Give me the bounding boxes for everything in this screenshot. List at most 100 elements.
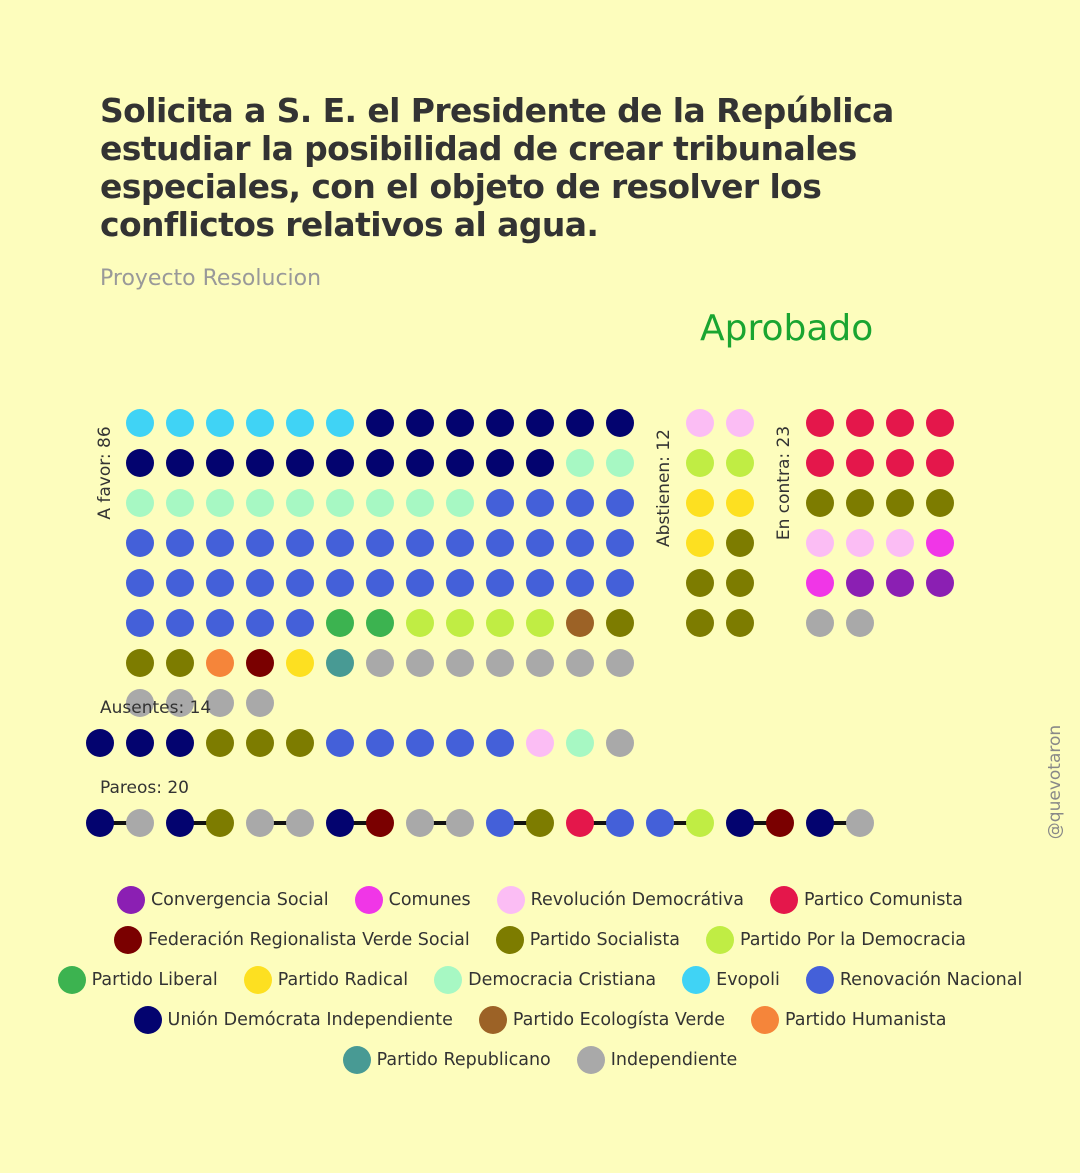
legend-row: Convergencia Social Comunes Revolución Dem…	[116, 886, 963, 914]
pair-connector	[420, 821, 460, 825]
favor-seat-dot	[366, 489, 394, 517]
pareo-seat-dot	[806, 809, 834, 837]
legend: Convergencia Social Comunes Revolución Dem…	[20, 886, 1060, 1074]
favor-seat-dot	[206, 569, 234, 597]
ausentes-seat-dot	[486, 729, 514, 757]
ausentes-seat-dot	[406, 729, 434, 757]
contra-seat-dot	[846, 409, 874, 437]
chart-subtitle: Proyecto Resolucion	[100, 266, 322, 291]
favor-seat-dot	[126, 569, 154, 597]
pareo-seat-dot	[646, 809, 674, 837]
pareo-seat-dot	[166, 809, 194, 837]
favor-seat-dot	[446, 569, 474, 597]
favor-seat-dot	[486, 609, 514, 637]
favor-seat-dot	[566, 489, 594, 517]
contra-seat-dot	[806, 489, 834, 517]
pareo-seat-dot	[406, 809, 434, 837]
favor-seat-dot	[406, 609, 434, 637]
favor-seat-dot	[246, 529, 274, 557]
legend-swatch	[116, 886, 145, 914]
abstienen-seat-dot	[686, 409, 714, 437]
chart-title: Solicita a S. E. el Presidente de la Rep…	[100, 91, 894, 244]
legend-swatch	[751, 1006, 779, 1034]
contra-label: En contra: 23	[774, 425, 794, 541]
contra-seat-dot	[926, 569, 954, 597]
favor-seat-dot	[166, 689, 194, 717]
legend-row: Partido Liberal Partido Radical Democracia…	[57, 966, 1022, 994]
legend-row: Unión Demócrata Independiente Partido Eco…	[133, 1006, 946, 1034]
legend-label: Partido Socialista	[529, 930, 680, 950]
favor-seat-dot	[246, 449, 274, 477]
legend-swatch	[342, 1046, 371, 1074]
favor-seat-dot	[246, 609, 274, 637]
favor-seat-dot	[166, 569, 194, 597]
favor-seat-dot	[446, 649, 474, 677]
favor-seat-dot	[206, 529, 234, 557]
favor-seat-dot	[406, 569, 434, 597]
contra-seat-dot	[806, 569, 834, 597]
legend-swatch	[805, 966, 834, 994]
legend-label: Democracia Cristiana	[468, 970, 657, 990]
legend-label: Partido Humanista	[785, 1010, 947, 1030]
favor-seat-dot	[326, 529, 354, 557]
ausentes-seat-dot	[126, 729, 154, 757]
favor-seat-dot	[366, 449, 394, 477]
pareo-seat-dot	[366, 809, 394, 837]
favor-seat-dot	[246, 689, 274, 717]
favor-seat-dot	[206, 689, 234, 717]
legend-item: Partido Republicano	[342, 1046, 551, 1074]
pair-connector	[820, 821, 860, 825]
pair-connector	[660, 821, 700, 825]
pareo-seat-dot	[526, 809, 554, 837]
legend-label: Independiente	[610, 1050, 738, 1070]
abstienen-seat-dot	[686, 529, 714, 557]
abstienen-seat-dot	[686, 609, 714, 637]
contra-seat-dot	[926, 409, 954, 437]
favor-seat-dot	[566, 529, 594, 557]
contra-seat-dot	[886, 569, 914, 597]
legend-swatch	[434, 966, 463, 994]
favor-seat-dot	[126, 529, 154, 557]
favor-seat-dot	[566, 609, 594, 637]
favor-seat-dot	[166, 529, 194, 557]
abstienen-label: Abstienen: 12	[654, 429, 674, 547]
legend-item: Renovación Nacional	[805, 966, 1022, 994]
favor-seat-dot	[446, 609, 474, 637]
favor-seat-dot	[326, 409, 354, 437]
legend-item: Democracia Cristiana	[434, 966, 656, 994]
abstienen-seat-dot	[726, 569, 754, 597]
legend-item: Federación Regionalista Verde Social	[113, 926, 470, 954]
ausentes-seat-dot	[326, 729, 354, 757]
ausentes-label: Ausentes: 14	[100, 698, 212, 718]
favor-label: A favor: 86	[95, 426, 115, 520]
favor-seat-dot	[606, 449, 634, 477]
contra-seat-dot	[806, 409, 834, 437]
legend-label: Revolución Democrátiva	[530, 890, 744, 910]
favor-seat-dot	[606, 489, 634, 517]
pair-connector	[500, 821, 540, 825]
favor-seat-dot	[286, 569, 314, 597]
favor-seat-dot	[446, 449, 474, 477]
legend-label: Partido Por la Democracia	[739, 930, 967, 950]
favor-seat-dot	[286, 449, 314, 477]
favor-seat-dot	[486, 409, 514, 437]
contra-seat-dot	[926, 529, 954, 557]
contra-seat-dot	[806, 609, 834, 637]
legend-row: Partido Republicano Independiente	[342, 1046, 738, 1074]
favor-seat-dot	[486, 489, 514, 517]
abstienen-seat-dot	[686, 449, 714, 477]
pair-connector	[740, 821, 780, 825]
legend-item: Partido Humanista	[751, 1006, 946, 1034]
contra-seat-dot	[926, 449, 954, 477]
legend-swatch	[496, 886, 525, 914]
favor-seat-dot	[526, 449, 554, 477]
legend-item: Partido Por la Democracia	[705, 926, 967, 954]
favor-seat-dot	[126, 689, 154, 717]
favor-seat-dot	[526, 649, 554, 677]
favor-seat-dot	[166, 649, 194, 677]
contra-seat-dot	[806, 529, 834, 557]
abstienen-seat-dot	[726, 449, 754, 477]
favor-seat-dot	[126, 609, 154, 637]
pareo-seat-dot	[766, 809, 794, 837]
abstienen-seat-dot	[726, 409, 754, 437]
